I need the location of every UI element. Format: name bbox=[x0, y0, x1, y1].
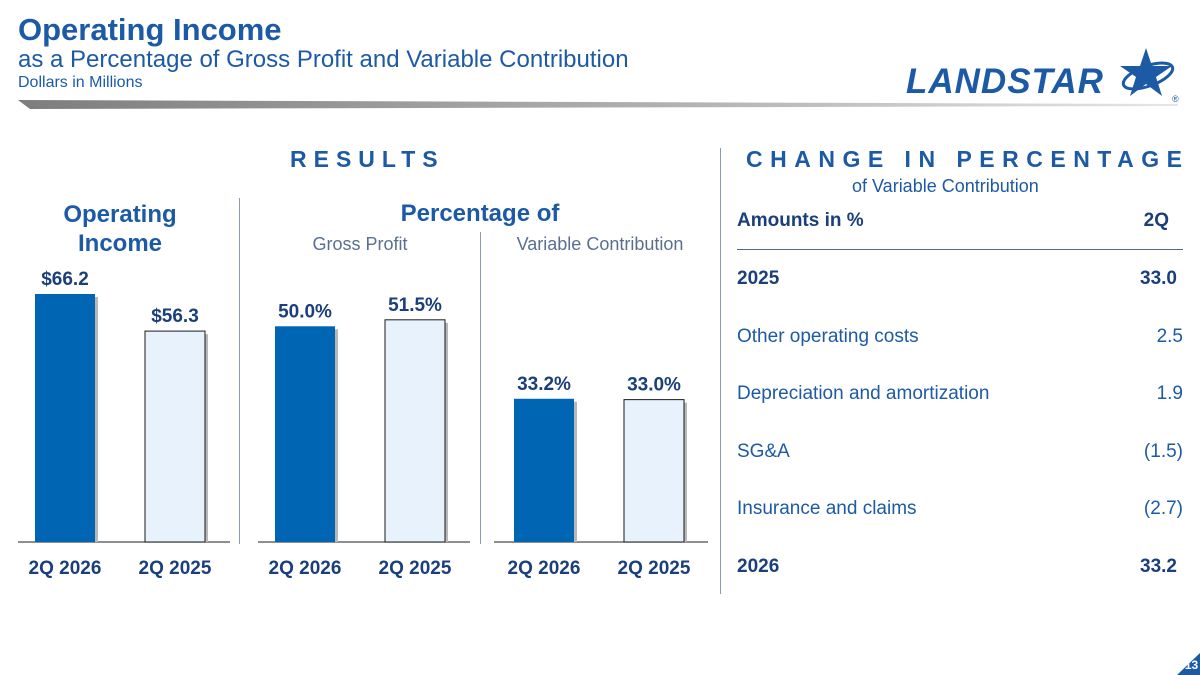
chart-2-category-label-0: 2Q 2026 bbox=[508, 558, 581, 579]
col-period: 2Q bbox=[1143, 210, 1169, 231]
header-divider bbox=[18, 100, 1178, 109]
operating-income-chart-title: Operating Income bbox=[63, 201, 177, 257]
divider-results-1 bbox=[239, 198, 240, 544]
chart-0-bar-0 bbox=[35, 294, 95, 542]
variable-contribution-subtitle: Variable Contribution bbox=[516, 234, 684, 254]
percentage-of-heading: Percentage of bbox=[400, 200, 560, 227]
chart-0-bar-1 bbox=[144, 330, 206, 543]
change-row-value: 33.0 bbox=[1140, 268, 1177, 289]
chart-1-category-label-1: 2Q 2025 bbox=[379, 558, 452, 579]
change-table-rule bbox=[737, 249, 1183, 250]
change-row-label: 2026 bbox=[737, 556, 780, 577]
chart-2-bar-0 bbox=[514, 398, 574, 542]
divider-results-change bbox=[720, 148, 721, 594]
page-title: Operating Income bbox=[18, 12, 282, 47]
chart-0-data-label-1: $56.3 bbox=[151, 306, 199, 327]
change-table-row: SG&A (1.5) bbox=[737, 441, 1183, 463]
chart-2-bar-1 bbox=[623, 399, 685, 543]
change-heading: CHANGE IN PERCENTAGE bbox=[746, 146, 1190, 172]
change-row-label: Other operating costs bbox=[737, 325, 919, 347]
change-table-row: Depreciation and amortization 1.9 bbox=[737, 383, 1183, 405]
change-subheading: of Variable Contribution bbox=[852, 176, 1039, 196]
chart-1-bar-0 bbox=[275, 326, 335, 542]
chart-0-category-label-1: 2Q 2025 bbox=[139, 558, 212, 579]
change-table-header: Amounts in % 2Q bbox=[737, 210, 1183, 232]
chart-2-data-label-0: 33.2% bbox=[517, 374, 571, 395]
star-icon: ® bbox=[1120, 48, 1179, 104]
change-row-value: 33.2 bbox=[1140, 556, 1177, 577]
results-heading: RESULTS bbox=[290, 146, 445, 172]
chart-2-data-label-1: 33.0% bbox=[627, 375, 681, 396]
gross-profit-subtitle: Gross Profit bbox=[312, 234, 408, 254]
chart-1-bar-1 bbox=[384, 319, 446, 543]
change-row-label: 2025 bbox=[737, 268, 780, 289]
divider-results-2 bbox=[480, 232, 481, 544]
chart-2-category-label-1: 2Q 2025 bbox=[618, 558, 691, 579]
change-row-label: Insurance and claims bbox=[737, 498, 917, 520]
registered-mark: ® bbox=[1172, 94, 1179, 104]
landstar-logo: LANDSTAR ® bbox=[906, 46, 1186, 104]
change-table-row: 2025 33.0 bbox=[737, 268, 1183, 290]
units-note: Dollars in Millions bbox=[18, 74, 143, 91]
page-number: 13 bbox=[1177, 653, 1200, 675]
page-subtitle: as a Percentage of Gross Profit and Vari… bbox=[18, 46, 629, 73]
change-row-value: (1.5) bbox=[1143, 440, 1183, 462]
results-bar-charts: $66.2 2Q 2026 $56.3 2Q 2025 50.0% 2Q 2026 51.5… bbox=[18, 269, 708, 579]
change-row-label: Depreciation and amortization bbox=[737, 383, 990, 405]
logo-wordmark: LANDSTAR bbox=[906, 62, 1104, 101]
change-row-label: SG&A bbox=[737, 440, 790, 462]
col-label: Amounts in % bbox=[737, 210, 864, 231]
chart-1-data-label-0: 50.0% bbox=[278, 301, 332, 322]
chart-0-category-label-0: 2Q 2026 bbox=[29, 558, 102, 579]
change-table-row: 2026 33.2 bbox=[737, 556, 1183, 578]
change-table-row: Insurance and claims (2.7) bbox=[737, 498, 1183, 520]
change-table-row: Other operating costs 2.5 bbox=[737, 326, 1183, 348]
chart-1-category-label-0: 2Q 2026 bbox=[269, 558, 342, 579]
change-row-value: 2.5 bbox=[1156, 325, 1183, 347]
chart-1-data-label-1: 51.5% bbox=[388, 295, 442, 316]
chart-0-data-label-0: $66.2 bbox=[41, 269, 89, 290]
change-row-value: 1.9 bbox=[1156, 383, 1183, 405]
change-row-value: (2.7) bbox=[1143, 498, 1183, 520]
